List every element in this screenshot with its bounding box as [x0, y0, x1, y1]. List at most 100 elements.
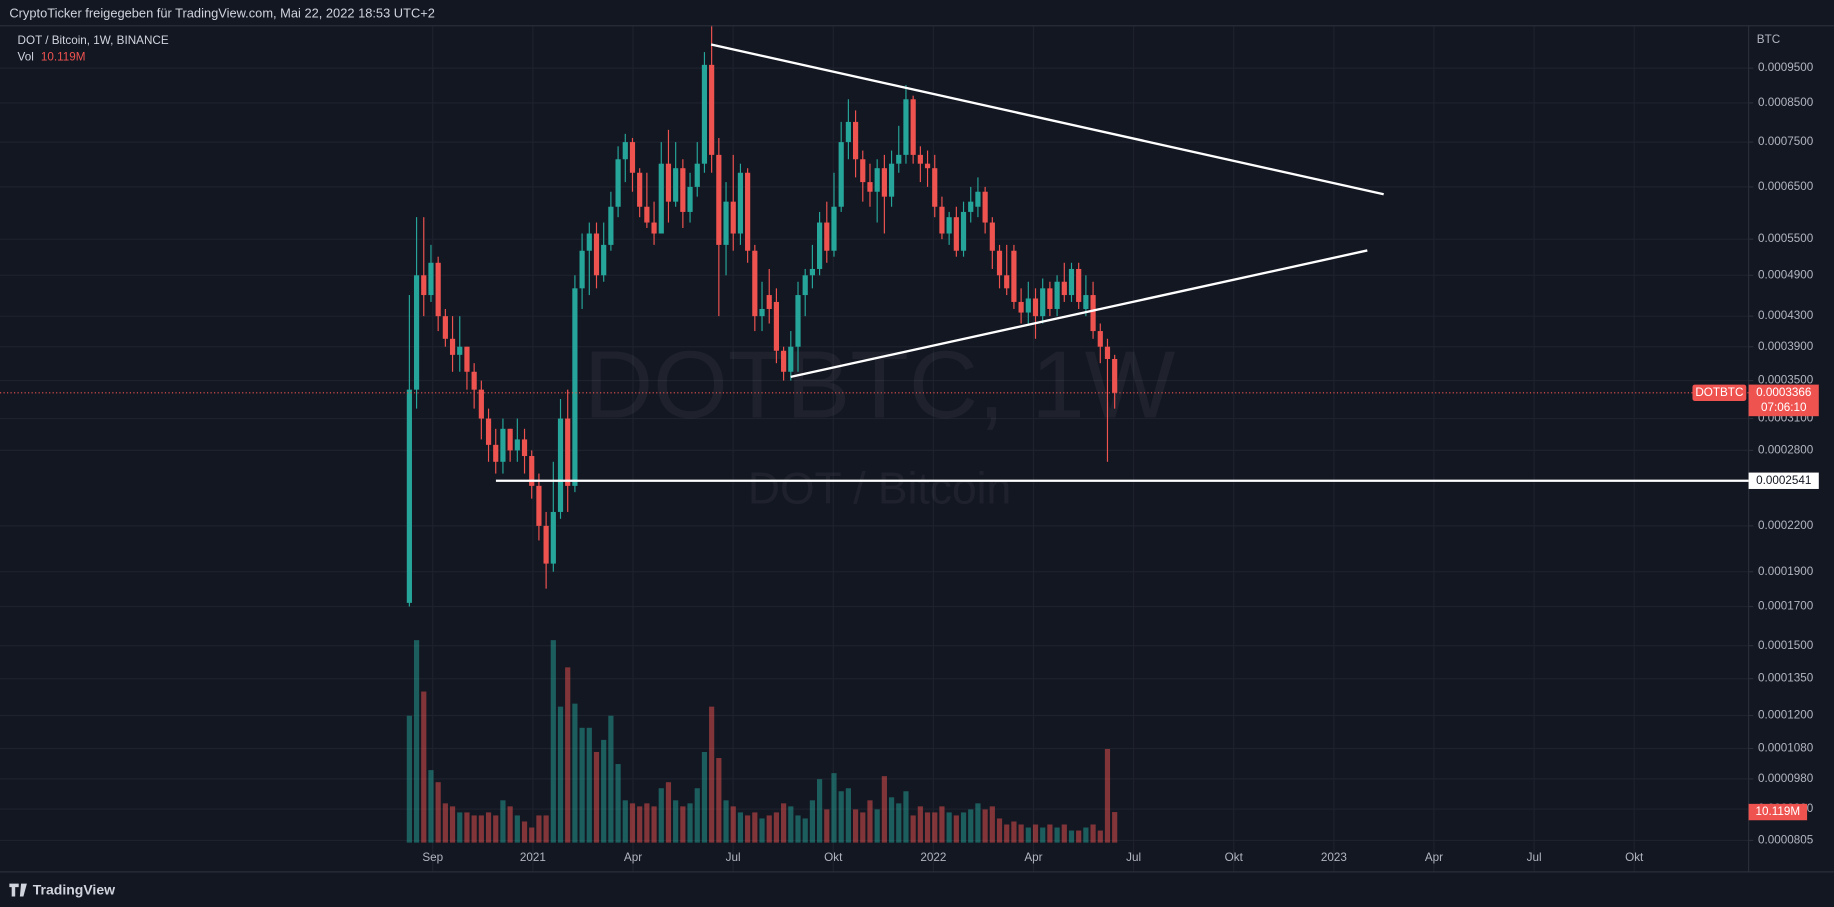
candle-body [968, 201, 974, 212]
volume-bar [766, 815, 772, 843]
footer-brand[interactable]: TradingView [33, 881, 115, 897]
volume-bar [1004, 824, 1010, 843]
candle-body [752, 250, 758, 317]
volume-bar [1061, 824, 1067, 843]
y-tick-label: 0.0001200 [1758, 709, 1814, 722]
candle-body [982, 191, 988, 223]
last-price-box [1748, 384, 1819, 417]
candle-body [543, 525, 549, 564]
y-tick-label: 0.0000980 [1758, 772, 1814, 785]
y-tick-label: 0.0009500 [1758, 61, 1814, 74]
volume-bar [615, 764, 621, 843]
volume-bar [608, 715, 614, 843]
candle-body [644, 206, 650, 223]
volume-bar [982, 809, 988, 843]
volume-bar [1090, 824, 1096, 843]
volume-bar [601, 739, 607, 843]
volume-bar [1040, 827, 1046, 843]
candle-body [845, 121, 851, 143]
grid [0, 25, 1749, 872]
candle-body [413, 275, 420, 390]
symbol-title: DOT / Bitcoin, 1W, BINANCE [18, 34, 169, 47]
x-tick-label: Jul [1126, 851, 1141, 864]
candle-body [457, 346, 463, 355]
candle-body [406, 389, 412, 603]
volume-bar [874, 809, 880, 843]
candle-body [766, 295, 772, 309]
candle-body [939, 206, 945, 234]
watermark: DOTBTC, 1W [584, 331, 1176, 438]
candle-body [888, 163, 895, 197]
volume-bar [924, 812, 931, 843]
candle-body [464, 346, 470, 372]
candle-body [557, 418, 564, 512]
candle-body [788, 346, 794, 372]
candle-body [946, 217, 952, 234]
volume-bar [449, 806, 456, 843]
candle-body [536, 485, 542, 526]
candle-body [723, 201, 729, 245]
candle-body [824, 222, 830, 251]
candle-body [550, 511, 556, 564]
candle-body [910, 99, 916, 155]
y-tick-label: 0.0007500 [1758, 135, 1814, 148]
candle-body [1011, 250, 1017, 302]
candle-body [694, 163, 700, 187]
volume-bar [521, 821, 528, 843]
volume-bar [917, 806, 923, 843]
candle-body [478, 389, 484, 419]
candle-body [1112, 358, 1118, 393]
symbol-label-box [1692, 384, 1747, 401]
logo [9, 883, 27, 897]
y-tick-label: 0.0005500 [1758, 232, 1814, 245]
candle-body [701, 64, 708, 164]
volume-bar [593, 751, 600, 843]
candle-body [1068, 268, 1075, 296]
x-tick-label: Okt [1225, 851, 1244, 864]
x-tick-label: Okt [824, 851, 843, 864]
x-tick-label: 2021 [520, 851, 546, 864]
y-tick-label: 0.0004900 [1758, 268, 1814, 281]
candle-body [802, 275, 808, 296]
volume-bar [586, 727, 592, 843]
candle-body [1104, 346, 1111, 359]
x-tick-label: 2022 [920, 851, 946, 864]
volume-bar [471, 815, 477, 843]
candle-body [565, 418, 571, 486]
volume-bar [565, 667, 571, 843]
candle-body [601, 244, 607, 276]
volume-bar [658, 788, 664, 843]
volume-value: 10.119M [41, 50, 86, 63]
volume-bar [543, 815, 549, 843]
candle-body [651, 222, 657, 234]
candle-body [673, 168, 679, 202]
candle-body [514, 439, 520, 451]
volume-bar [529, 827, 535, 843]
volume-bar [536, 815, 542, 843]
candle-body [860, 159, 866, 183]
volume-bar [421, 691, 427, 843]
volume-bar [903, 791, 909, 843]
candle-body [831, 206, 837, 251]
candle-body [428, 262, 434, 296]
candle-body [917, 154, 923, 164]
y-tick-label: 0.0001080 [1758, 742, 1814, 755]
y-tick-label: 0.0001500 [1758, 639, 1814, 652]
candle-layer [406, 25, 1118, 607]
footer [0, 875, 1834, 907]
candle-body [996, 250, 1003, 276]
candle-body [896, 154, 902, 164]
volume-bar [550, 640, 556, 843]
axis-layer: 0.0009500 0.0008500 0.0007500 0.0006500 0.00… [422, 61, 1813, 864]
candle-body [773, 301, 780, 351]
y-tick-label: 0.0001700 [1758, 600, 1814, 613]
trend-line [710, 43, 1384, 196]
volume-bar [831, 773, 837, 843]
volume-bar [644, 803, 650, 843]
volume-bar [953, 815, 959, 843]
volume-bar [1076, 830, 1082, 843]
y-tick-label: 0.0001900 [1758, 565, 1814, 578]
y-tick-label: 0.0000805 [1758, 834, 1814, 847]
candle-body [1083, 295, 1089, 309]
